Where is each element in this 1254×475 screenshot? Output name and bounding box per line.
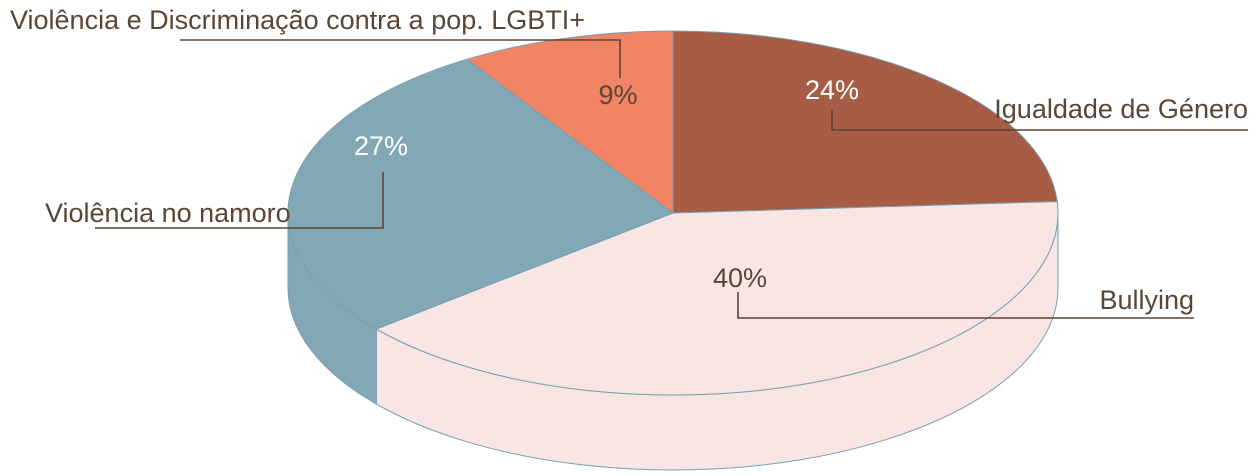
value-label: 27% — [354, 131, 408, 161]
value-label: 24% — [805, 75, 859, 105]
value-label: 9% — [598, 80, 637, 110]
pie — [287, 30, 1059, 471]
leader-line — [831, 110, 1248, 131]
leader-line — [180, 39, 621, 78]
category-label: Violência no namoro — [45, 198, 291, 228]
category-label: Bullying — [1099, 285, 1194, 315]
slice — [287, 58, 675, 330]
slice — [672, 30, 1058, 214]
slice — [465, 30, 674, 214]
category-label: Igualdade de Género — [994, 94, 1248, 124]
category-label: Violência e Discriminação contra a pop. … — [10, 5, 585, 35]
leader-line — [95, 172, 384, 229]
leader-line — [737, 292, 1194, 319]
slice — [375, 201, 1059, 396]
value-label: 40% — [713, 263, 767, 293]
